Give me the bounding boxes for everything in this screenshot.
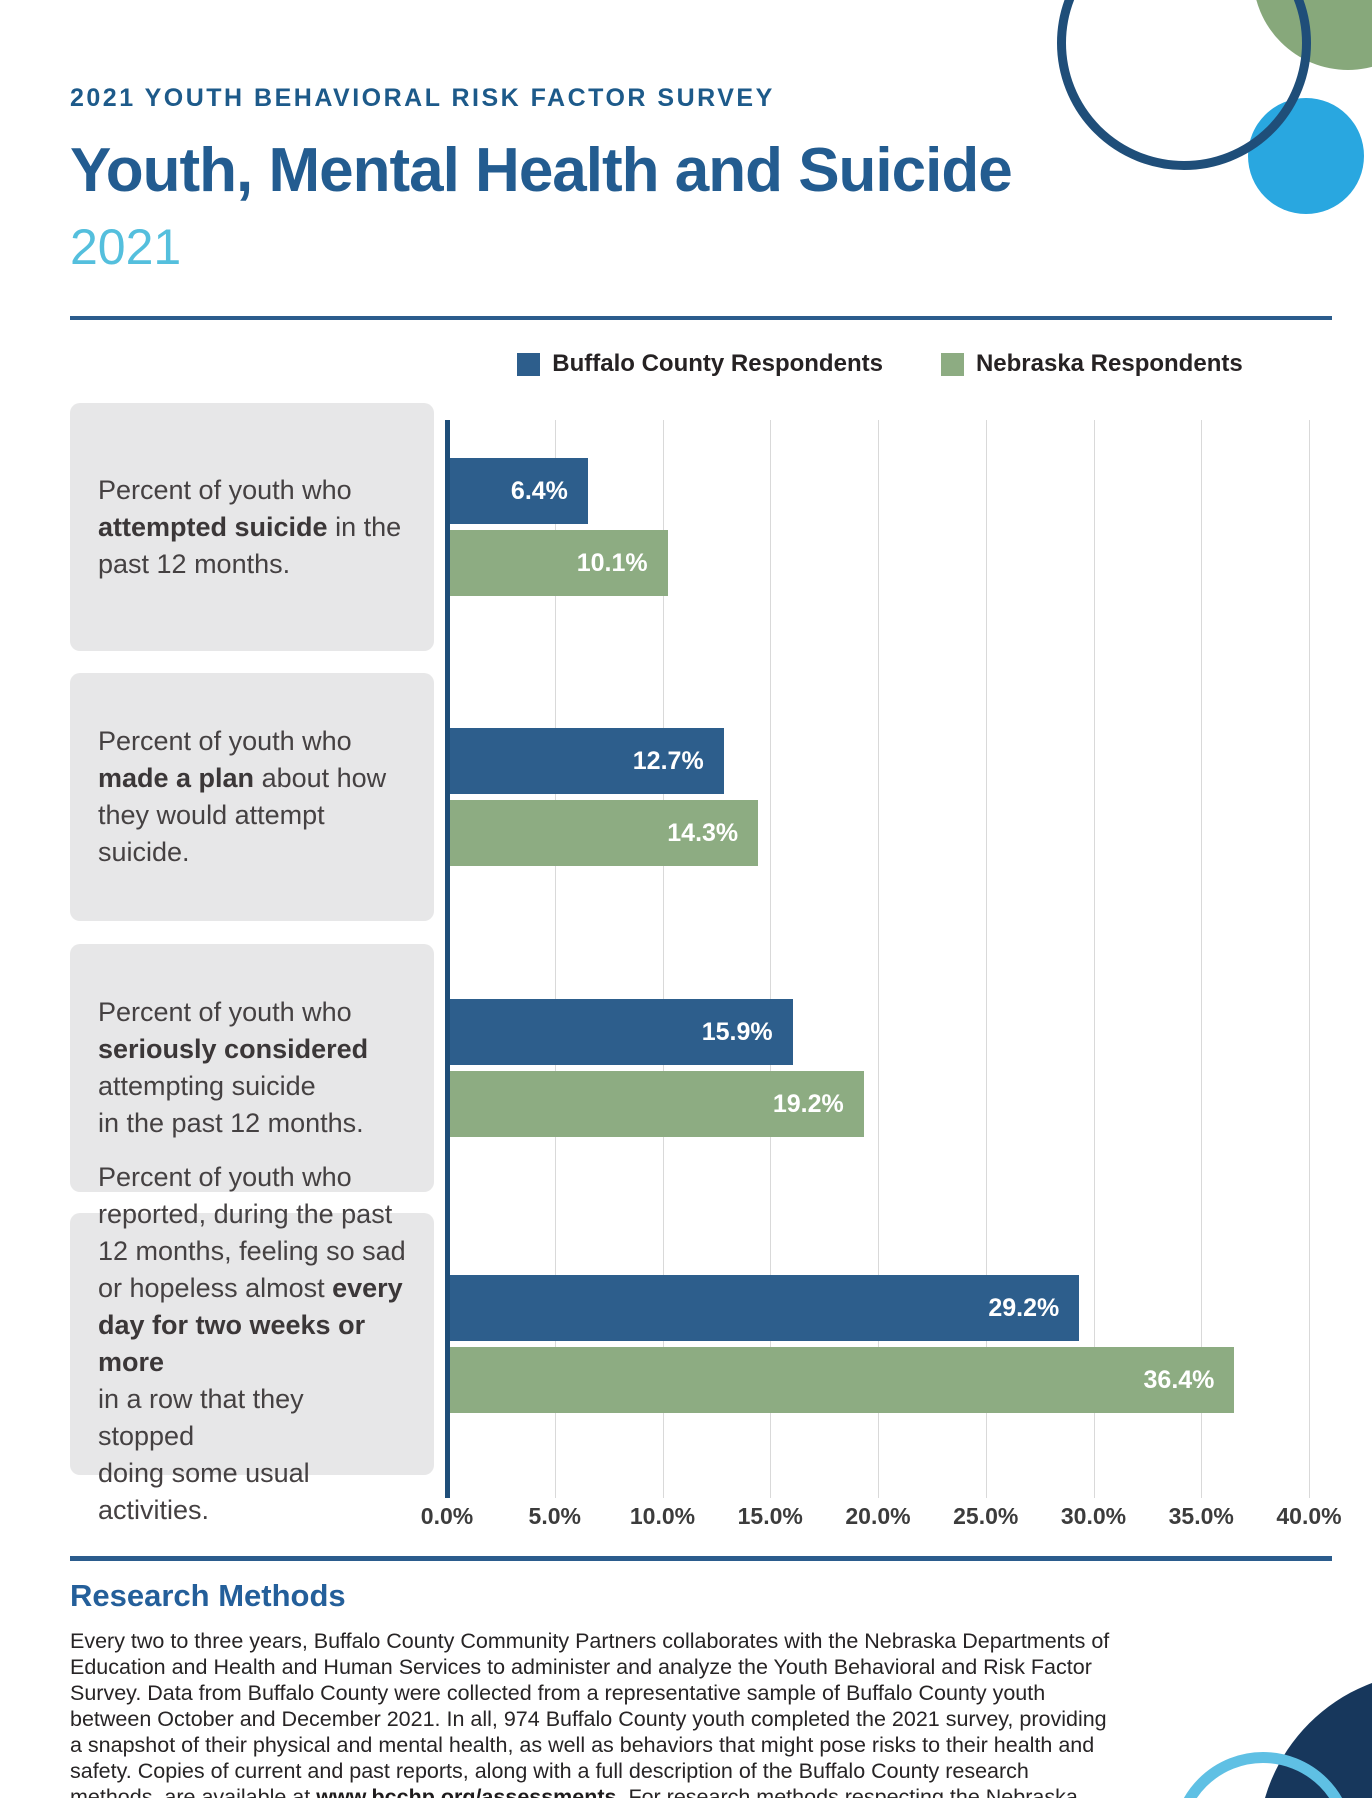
bar-made-a-plan-nebraska: 14.3%	[450, 800, 759, 866]
legend-swatch-0	[517, 352, 541, 376]
x-tick-0.0%: 0.0%	[420, 1503, 474, 1529]
x-tick-15.0%: 15.0%	[737, 1503, 803, 1529]
bar-value-label: 12.7%	[632, 746, 704, 775]
y-axis-line	[445, 420, 450, 1498]
x-tick-40.0%: 40.0%	[1276, 1503, 1342, 1529]
legend-swatch-1	[940, 352, 964, 376]
cat-seriously-considered-part-6: in the past 12 months.	[98, 1108, 364, 1138]
category-text-attempted-suicide: Percent of youth who attempted suicide in…	[98, 472, 401, 583]
page-title: Youth, Mental Health and Suicide	[70, 136, 1013, 205]
bar-value-label: 15.9%	[701, 1017, 773, 1046]
bar-value-label: 36.4%	[1143, 1365, 1215, 1394]
x-tick-20.0%: 20.0%	[845, 1503, 911, 1529]
research-methods-section: Research Methods Every two to three year…	[70, 1578, 1332, 1798]
cat-attempted-suicide-part-5: past 12 months.	[98, 548, 291, 579]
research-methods-heading: Research Methods	[70, 1578, 346, 1613]
bar-sad-or-hopeless-nebraska: 36.4%	[450, 1347, 1235, 1413]
bar-value-label: 10.1%	[576, 548, 648, 577]
cat-made-a-plan-part-2: made a plan	[98, 763, 255, 793]
header: 2021 YOUTH BEHAVIORAL RISK FACTOR SURVEY…	[70, 84, 1013, 276]
category-text-made-a-plan: Percent of youth who made a plan about ho…	[98, 723, 406, 871]
gridline-25.0%	[985, 420, 987, 1498]
bar-seriously-considered-nebraska: 19.2%	[450, 1071, 864, 1137]
x-tick-25.0%: 25.0%	[953, 1503, 1019, 1529]
cat-seriously-considered-part-4: attempting suicide	[98, 1071, 316, 1101]
bar-value-label: 19.2%	[772, 1089, 844, 1118]
cat-attempted-suicide-part-2: attempted suicide	[98, 511, 328, 542]
cat-sad-or-hopeless-part-11: in a row that they stopped	[98, 1384, 304, 1451]
x-tick-5.0%: 5.0%	[528, 1503, 581, 1529]
cat-sad-or-hopeless-part-4: 12 months, feeling so sad	[98, 1236, 406, 1266]
x-tick-10.0%: 10.0%	[629, 1503, 696, 1529]
bar-attempted-suicide-buffalo: 6.4%	[450, 458, 588, 524]
cat-made-a-plan-part-5: they would attempt suicide.	[98, 800, 325, 867]
bar-chart: 0.0% 5.0% 10.0% 15.0% 20.0% 25.0% 30.0% 35.0% 40…	[70, 395, 1342, 1545]
gridline-35.0%	[1201, 420, 1203, 1498]
research-part-2: . For research methods respecting the Ne…	[616, 1785, 1078, 1798]
cat-sad-or-hopeless-part-7: every	[332, 1273, 403, 1303]
cat-sad-or-hopeless-part-9: day for two weeks or more	[98, 1310, 366, 1377]
research-methods-paragraph: Every two to three years, Buffalo County…	[70, 1628, 1118, 1798]
category-box-attempted-suicide: Percent of youth who attempted suicide in…	[70, 403, 434, 651]
cat-attempted-suicide-part-3: in the	[327, 511, 402, 542]
category-box-seriously-considered: Percent of youth who seriously considered…	[70, 944, 434, 1192]
cat-seriously-considered-part-0: Percent of youth who	[98, 997, 352, 1027]
page-subtitle-year: 2021	[70, 219, 182, 275]
category-box-made-a-plan: Percent of youth who made a plan about ho…	[70, 673, 434, 921]
cat-sad-or-hopeless-part-6: or hopeless almost	[98, 1273, 333, 1303]
cat-attempted-suicide-part-0: Percent of youth who	[98, 474, 352, 505]
x-tick-35.0%: 35.0%	[1168, 1503, 1234, 1529]
chart-legend: Buffalo County Respondents Nebraska Respo…	[447, 350, 1313, 378]
bar-value-label: 29.2%	[988, 1293, 1060, 1322]
legend-item-1: Nebraska Respondents	[940, 350, 1243, 378]
bar-sad-or-hopeless-buffalo: 29.2%	[450, 1275, 1080, 1341]
gridline-10.0%	[662, 420, 664, 1498]
link-bcchp-assessments[interactable]: www.bcchp.org/assessments	[316, 1785, 617, 1798]
category-text-sad-or-hopeless: Percent of youth who reported, during the…	[98, 1159, 406, 1529]
gridline-40.0%	[1309, 420, 1310, 1498]
gridline-30.0%	[1093, 420, 1095, 1498]
bar-made-a-plan-buffalo: 12.7%	[450, 728, 724, 794]
research-part-0: Every two to three years, Buffalo County…	[70, 1629, 1110, 1798]
legend-item-0: Buffalo County Respondents	[517, 350, 883, 378]
x-tick-30.0%: 30.0%	[1060, 1503, 1127, 1529]
cat-sad-or-hopeless-part-0: Percent of youth who	[98, 1162, 352, 1192]
legend-label-0: Buffalo County Respondents	[552, 350, 883, 377]
legend-label-1: Nebraska Respondents	[975, 350, 1243, 377]
bar-seriously-considered-buffalo: 15.9%	[450, 999, 793, 1065]
gridline-20.0%	[878, 420, 879, 1498]
cat-sad-or-hopeless-part-13: doing some usual activities.	[98, 1458, 310, 1525]
bar-attempted-suicide-nebraska: 10.1%	[450, 530, 668, 596]
cat-made-a-plan-part-3: about how	[254, 763, 387, 793]
header-divider	[70, 316, 1332, 320]
survey-eyebrow: 2021 YOUTH BEHAVIORAL RISK FACTOR SURVEY	[70, 84, 775, 112]
footer-divider	[70, 1556, 1332, 1561]
bar-value-label: 6.4%	[510, 476, 568, 505]
cat-sad-or-hopeless-part-2: reported, during the past	[98, 1199, 393, 1229]
category-box-sad-or-hopeless: Percent of youth who reported, during the…	[70, 1162, 434, 1525]
category-text-seriously-considered: Percent of youth who seriously considered…	[98, 994, 368, 1142]
bar-value-label: 14.3%	[667, 818, 739, 847]
cat-seriously-considered-part-2: seriously considered	[98, 1034, 369, 1064]
gridline-15.0%	[770, 420, 772, 1498]
cat-made-a-plan-part-0: Percent of youth who	[98, 726, 352, 756]
gridline-5.0%	[554, 420, 556, 1498]
